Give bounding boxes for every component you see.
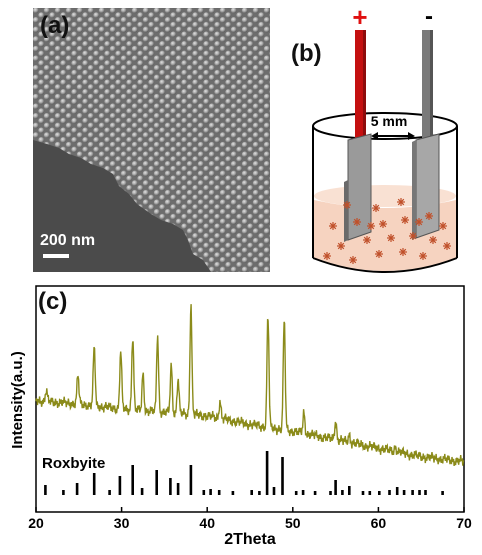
anode-rod-shade <box>363 30 366 140</box>
xrd-panel: 20 30 40 50 60 70 Roxbyite 2Theta Intensity(a… <box>0 282 482 550</box>
reference-stick <box>265 451 269 495</box>
reference-stick <box>131 465 134 495</box>
nanoparticle-star <box>375 250 383 258</box>
reference-stick <box>92 473 96 495</box>
reference-stick <box>44 485 47 495</box>
nanoparticle-star <box>397 198 405 206</box>
gap-label: 5 mm <box>371 113 408 129</box>
x-axis-label: 2Theta <box>224 531 276 548</box>
beaker-bottom <box>312 257 458 273</box>
reference-stick <box>75 483 79 495</box>
cathode-rod-shade <box>430 30 433 140</box>
reference-stick <box>118 476 122 495</box>
reference-stick <box>341 490 344 495</box>
reference-stick <box>250 490 253 495</box>
nanoparticles <box>323 198 451 264</box>
panel-b-label: (b) <box>291 40 322 67</box>
reference-pattern <box>44 451 444 495</box>
reference-stick <box>155 470 158 495</box>
nanoparticle-star <box>419 252 427 260</box>
reference-stick <box>176 483 180 495</box>
reference-stick <box>301 490 305 495</box>
nanoparticle-star <box>443 242 451 250</box>
xrd-series-line <box>35 304 465 467</box>
cathode-plate-edge <box>412 140 416 240</box>
nanoparticle-star <box>387 234 395 242</box>
nanoparticle-star <box>372 204 380 212</box>
reference-stick <box>395 487 399 495</box>
x-tick-label: 30 <box>114 515 130 531</box>
nanoparticle-star <box>367 222 375 230</box>
nanoparticle-star <box>363 236 371 244</box>
gap-arrow-left-head <box>371 132 378 140</box>
reference-stick <box>313 491 317 495</box>
nanoparticle-star <box>425 212 433 220</box>
reference-stick <box>334 480 337 495</box>
reference-stick <box>189 465 193 495</box>
cell-schematic-panel: 5 mm + - (b) <box>283 0 482 280</box>
reference-stick <box>217 490 221 495</box>
nanoparticle-star <box>415 218 423 226</box>
nanoparticle-star <box>329 222 337 230</box>
reference-stick <box>209 489 212 495</box>
plot-frame <box>35 285 465 513</box>
x-tick-label: 70 <box>456 515 472 531</box>
reference-stick <box>361 491 365 495</box>
nanoparticle-star <box>323 252 331 260</box>
reference-stick <box>272 487 276 495</box>
reference-stick <box>388 490 391 495</box>
scale-bar <box>43 254 69 258</box>
scale-bar-label: 200 nm <box>40 232 96 249</box>
x-tick-label: 20 <box>28 515 44 531</box>
reference-label: Roxbyite <box>42 455 105 472</box>
x-axis-ticks: 20 30 40 50 60 70 <box>28 507 472 531</box>
nanoparticle-star <box>337 242 345 250</box>
anode-plate-edge <box>344 180 348 242</box>
reference-stick <box>62 490 65 495</box>
reference-stick <box>258 491 261 495</box>
reference-stick <box>411 490 414 495</box>
reference-stick <box>329 491 332 495</box>
x-tick-label: 60 <box>371 515 387 531</box>
reference-stick <box>140 488 144 495</box>
nanoparticle-star <box>429 236 437 244</box>
nanoparticle-star <box>379 220 387 228</box>
positive-sign: + <box>352 2 367 32</box>
anode-rod <box>355 30 363 140</box>
nanoparticle-star <box>349 256 357 264</box>
nanosphere-monolayer <box>33 8 270 272</box>
sem-micrograph <box>33 8 270 272</box>
reference-stick <box>441 491 444 495</box>
reference-stick <box>202 490 206 495</box>
reference-stick <box>348 486 351 495</box>
nanoparticle-star <box>399 248 407 256</box>
reference-stick <box>424 490 427 495</box>
reference-stick <box>108 490 111 495</box>
reference-stick <box>169 478 172 495</box>
cell-schematic: 5 mm + - <box>312 2 458 273</box>
panel-c-label: (c) <box>38 288 68 315</box>
gap-arrow-right-head <box>408 132 415 140</box>
x-tick-label: 50 <box>285 515 301 531</box>
reference-stick <box>378 491 381 495</box>
panel-a-label: (a) <box>40 12 70 39</box>
reference-stick <box>231 491 235 495</box>
reference-stick <box>368 491 372 495</box>
negative-sign: - <box>425 3 433 30</box>
cathode-rod <box>422 30 430 140</box>
reference-stick <box>418 490 421 495</box>
nanoparticle-star <box>409 232 417 240</box>
nanoparticle-star <box>439 222 447 230</box>
nanoparticle-star <box>343 201 351 209</box>
nanoparticle-star <box>401 216 409 224</box>
nanoparticle-star <box>353 218 361 226</box>
xrd-chart: 20 30 40 50 60 70 Roxbyite 2Theta Intensity(a… <box>9 285 472 548</box>
reference-stick <box>294 491 298 495</box>
x-tick-label: 40 <box>199 515 215 531</box>
y-axis-label: Intensity(a.u.) <box>9 351 26 449</box>
reference-stick <box>402 490 406 495</box>
sem-image-panel: (a) 200 nm <box>33 8 270 272</box>
reference-stick <box>281 457 284 495</box>
